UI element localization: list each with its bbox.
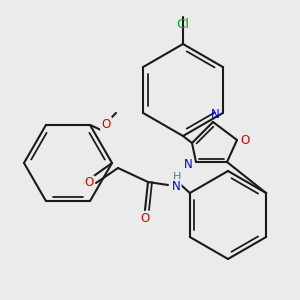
Text: O: O [140, 212, 150, 226]
Text: O: O [240, 134, 250, 146]
Text: Cl: Cl [176, 19, 190, 32]
Text: O: O [84, 176, 94, 190]
Text: H: H [173, 172, 181, 182]
Text: O: O [101, 118, 111, 130]
Text: N: N [211, 109, 219, 122]
Text: N: N [172, 181, 180, 194]
Text: N: N [184, 158, 192, 170]
